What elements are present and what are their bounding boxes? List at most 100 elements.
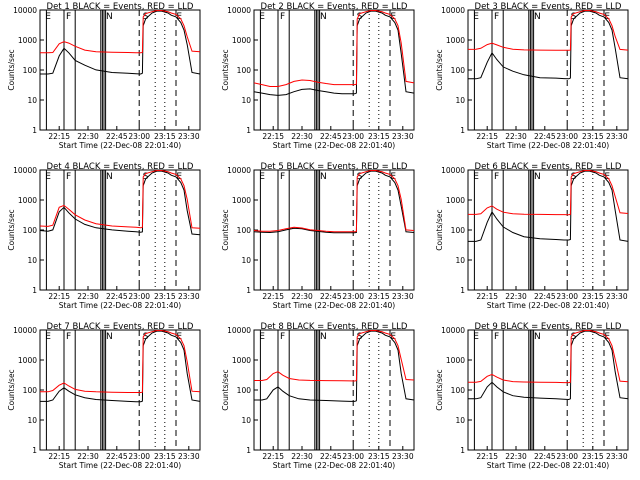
y-tick-label: 1 — [460, 446, 465, 455]
x-tick-label: 22:15 — [262, 292, 284, 301]
panel-title: Det 7 BLACK = Events, RED = LLD — [47, 322, 194, 332]
x-tick-label: 23:00 — [556, 292, 578, 301]
y-tick-label: 100 — [237, 66, 252, 75]
y-axis-label: Counts/sec — [435, 369, 444, 410]
x-axis-label: Start Time (22-Dec-08 22:01:40) — [487, 301, 609, 310]
series-events — [39, 170, 201, 236]
y-axis-label: Counts/sec — [435, 49, 444, 90]
x-tick-label: 23:15 — [154, 292, 176, 301]
flag-label: S — [143, 332, 149, 342]
flag-label: N — [534, 12, 541, 22]
x-tick-label: 23:00 — [556, 132, 578, 141]
x-tick-label: 23:15 — [154, 452, 176, 461]
series-events — [253, 170, 415, 234]
panel-det-8: Det 8 BLACK = Events, RED = LLD 1 10 100 100… — [221, 322, 415, 470]
y-tick-label: 1 — [246, 126, 251, 135]
x-tick-label: 22:30 — [291, 132, 313, 141]
y-tick-label: 100 — [23, 226, 38, 235]
y-tick-label: 10000 — [13, 6, 37, 15]
y-axis-label: Counts/sec — [221, 209, 230, 250]
x-tick-label: 23:30 — [178, 132, 200, 141]
x-axis-label: Start Time (22-Dec-08 22:01:40) — [273, 461, 395, 470]
y-tick-label: 10000 — [13, 326, 37, 335]
series-lld — [40, 10, 201, 54]
x-tick-label: 23:30 — [392, 452, 414, 461]
y-tick-label: 10000 — [227, 166, 251, 175]
y-tick-label: 10 — [455, 256, 465, 265]
panel-title: Det 4 BLACK = Events, RED = LLD — [47, 162, 194, 172]
x-tick-label: 22:30 — [505, 452, 527, 461]
y-tick-label: 1000 — [18, 356, 37, 365]
flag-label: E — [259, 332, 265, 342]
x-tick-label: 23:30 — [178, 292, 200, 301]
y-tick-label: 10000 — [441, 326, 465, 335]
series-lld — [40, 330, 201, 393]
x-tick-label: 22:45 — [106, 132, 128, 141]
series-events — [40, 10, 201, 75]
x-tick-label: 22:45 — [320, 132, 342, 141]
x-tick-label: 22:15 — [48, 292, 70, 301]
y-axis-label: Counts/sec — [7, 49, 16, 90]
y-tick-label: 10 — [455, 416, 465, 425]
x-tick-label: 23:15 — [582, 292, 604, 301]
x-tick-label: 23:00 — [128, 132, 150, 141]
panel-title: Det 5 BLACK = Events, RED = LLD — [261, 162, 408, 172]
x-tick-label: 22:30 — [291, 292, 313, 301]
panel-title: Det 1 BLACK = Events, RED = LLD — [47, 2, 194, 12]
y-tick-label: 10 — [241, 416, 251, 425]
y-tick-label: 1 — [460, 126, 465, 135]
x-axis-label: Start Time (22-Dec-08 22:01:40) — [487, 461, 609, 470]
y-tick-label: 10000 — [13, 166, 37, 175]
x-tick-label: 22:15 — [262, 132, 284, 141]
series-events — [468, 10, 629, 80]
x-tick-label: 23:30 — [178, 452, 200, 461]
x-tick-label: 23:15 — [582, 132, 604, 141]
x-tick-label: 22:45 — [106, 292, 128, 301]
panel-det-3: Det 3 BLACK = Events, RED = LLD 1 10 100 100… — [435, 2, 629, 150]
flag-label: N — [106, 332, 113, 342]
y-tick-label: 1000 — [446, 196, 465, 205]
x-tick-label: 23:00 — [342, 452, 364, 461]
series-lld — [467, 10, 629, 51]
y-tick-label: 1000 — [232, 36, 251, 45]
panel-det-5: Det 5 BLACK = Events, RED = LLD 1 10 100 100… — [221, 162, 415, 310]
x-tick-label: 23:00 — [556, 452, 578, 461]
y-tick-label: 100 — [237, 226, 252, 235]
series-events — [253, 10, 415, 96]
flag-label: N — [534, 332, 541, 342]
x-axis-label: Start Time (22-Dec-08 22:01:40) — [273, 141, 395, 150]
y-tick-label: 10 — [241, 256, 251, 265]
series-lld — [253, 170, 415, 233]
flag-label: S — [571, 172, 577, 182]
series-lld — [468, 170, 629, 216]
flag-label: F — [280, 332, 285, 342]
panel-det-1: Det 1 BLACK = Events, RED = LLD 1 10 100 100… — [7, 2, 201, 150]
y-tick-label: 100 — [451, 226, 466, 235]
flag-label: E — [473, 172, 479, 182]
panel-title: Det 2 BLACK = Events, RED = LLD — [261, 2, 408, 12]
flag-label: E — [259, 12, 265, 22]
x-tick-label: 22:45 — [320, 452, 342, 461]
x-tick-label: 23:30 — [606, 132, 628, 141]
panel-title: Det 3 BLACK = Events, RED = LLD — [475, 2, 622, 12]
y-tick-label: 10000 — [227, 6, 251, 15]
y-tick-label: 10000 — [441, 6, 465, 15]
series-events — [468, 330, 629, 401]
x-tick-label: 23:30 — [606, 292, 628, 301]
y-tick-label: 10 — [241, 96, 251, 105]
flag-label: F — [494, 12, 499, 22]
x-tick-label: 23:15 — [368, 452, 390, 461]
flag-label: N — [534, 172, 541, 182]
flag-label: S — [357, 172, 363, 182]
y-axis-label: Counts/sec — [221, 49, 230, 90]
x-tick-label: 22:15 — [262, 452, 284, 461]
series-events — [254, 330, 415, 402]
panel-det-6: Det 6 BLACK = Events, RED = LLD 1 10 100 100… — [435, 162, 629, 310]
flag-label: E — [45, 332, 51, 342]
flag-label: S — [571, 12, 577, 22]
x-tick-label: 22:30 — [505, 132, 527, 141]
x-tick-label: 23:15 — [368, 132, 390, 141]
series-lld — [253, 10, 415, 87]
x-tick-label: 22:30 — [77, 452, 99, 461]
